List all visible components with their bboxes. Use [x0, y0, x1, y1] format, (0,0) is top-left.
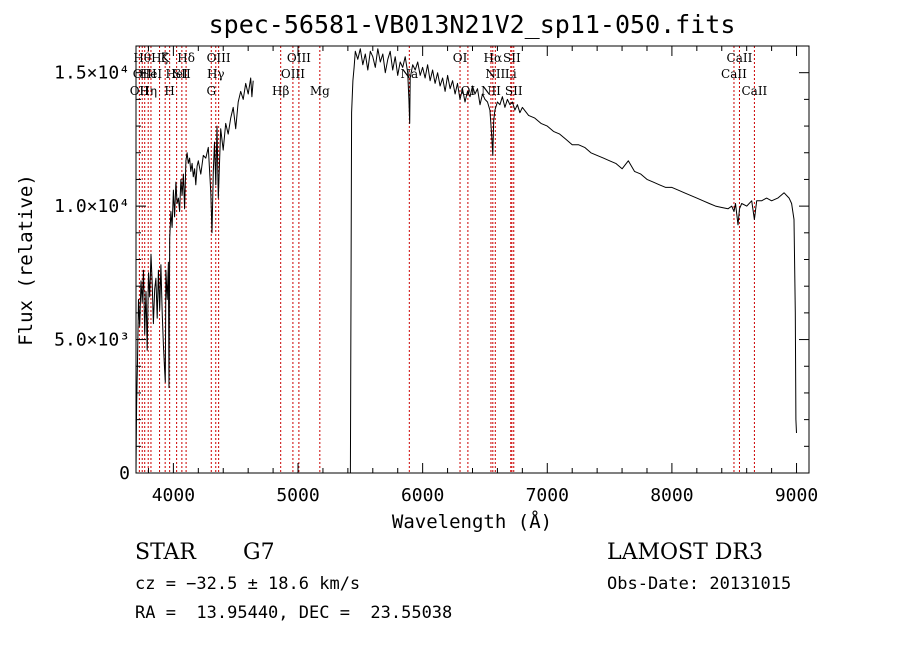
- line-label: HeI: [165, 67, 188, 81]
- line-label: NII: [485, 67, 505, 81]
- spectral-subclass: G7: [243, 540, 275, 565]
- survey-name: LAMOST DR3: [607, 540, 763, 565]
- line-label: Hδ: [177, 51, 195, 65]
- x-tick-label: 6000: [401, 485, 444, 506]
- redshift-velocity: cz = −32.5 ± 18.6 km/s: [135, 574, 361, 594]
- line-label: CaII: [721, 67, 747, 81]
- x-axis-label: Wavelength (Å): [392, 510, 552, 533]
- x-tick-label: 4000: [152, 485, 195, 506]
- spectrum-segment-2: [349, 48, 797, 474]
- line-label: Hγ: [207, 67, 225, 81]
- object-class: STAR: [135, 540, 196, 565]
- line-label: Mg: [310, 84, 330, 98]
- line-label: Hζ: [151, 51, 168, 65]
- line-label: OIII: [207, 51, 231, 65]
- line-label: OI: [453, 51, 468, 65]
- spectrum-series: [135, 48, 797, 474]
- x-tick-label: 7000: [526, 485, 569, 506]
- y-tick-label: 1.0×10⁴: [54, 196, 130, 217]
- y-tick-label: 1.5×10⁴: [54, 63, 130, 84]
- line-label: CaII: [727, 51, 753, 65]
- y-axis-ticks: 0 5.0×10³ 1.0×10⁴ 1.5×10⁴: [54, 63, 809, 484]
- line-label: H: [164, 84, 174, 98]
- line-label: SII: [505, 84, 523, 98]
- line-label: OIII: [287, 51, 311, 65]
- observation-date: Obs-Date: 20131015: [607, 574, 792, 594]
- line-label: SII: [503, 51, 521, 65]
- line-label: OIII: [133, 67, 157, 81]
- line-label: NII: [481, 84, 501, 98]
- y-axis-label: Flux (relative): [15, 174, 37, 346]
- spectrum-chart: spec-56581-VB013N21V2_sp11-050.fits OIIH…: [15, 10, 818, 533]
- line-label: Hη: [139, 84, 157, 98]
- line-label: Hθ: [133, 51, 151, 65]
- line-label: Na: [400, 67, 418, 81]
- spectral-line-markers: [138, 46, 755, 473]
- line-label: G: [206, 84, 216, 98]
- spectrum-segment-0: [135, 77, 254, 474]
- line-label: Li: [505, 67, 517, 81]
- line-label: OII: [130, 84, 150, 98]
- coordinates: RA = 13.95440, DEC = 23.55038: [135, 603, 453, 623]
- line-label: Hα: [484, 51, 503, 65]
- y-tick-label: 0: [119, 463, 130, 484]
- line-label: HeI: [140, 67, 163, 81]
- chart-title: spec-56581-VB013N21V2_sp11-050.fits: [209, 10, 736, 39]
- x-tick-label: 5000: [276, 485, 319, 506]
- spectral-line-labels: OIIHθOIIIHηHeIHζKHHeISIIHδGHγOIIIHβOIIIO…: [130, 51, 768, 98]
- line-label: K: [161, 51, 171, 65]
- line-label: Hβ: [272, 84, 289, 98]
- x-axis-ticks: 4000 5000 6000 7000 8000 9000: [147, 46, 818, 506]
- line-label: OIII: [281, 67, 305, 81]
- line-label: SII: [173, 67, 191, 81]
- x-tick-label: 8000: [650, 485, 693, 506]
- y-tick-label: 5.0×10³: [54, 330, 130, 351]
- line-label: CaII: [741, 84, 767, 98]
- x-tick-label: 9000: [775, 485, 818, 506]
